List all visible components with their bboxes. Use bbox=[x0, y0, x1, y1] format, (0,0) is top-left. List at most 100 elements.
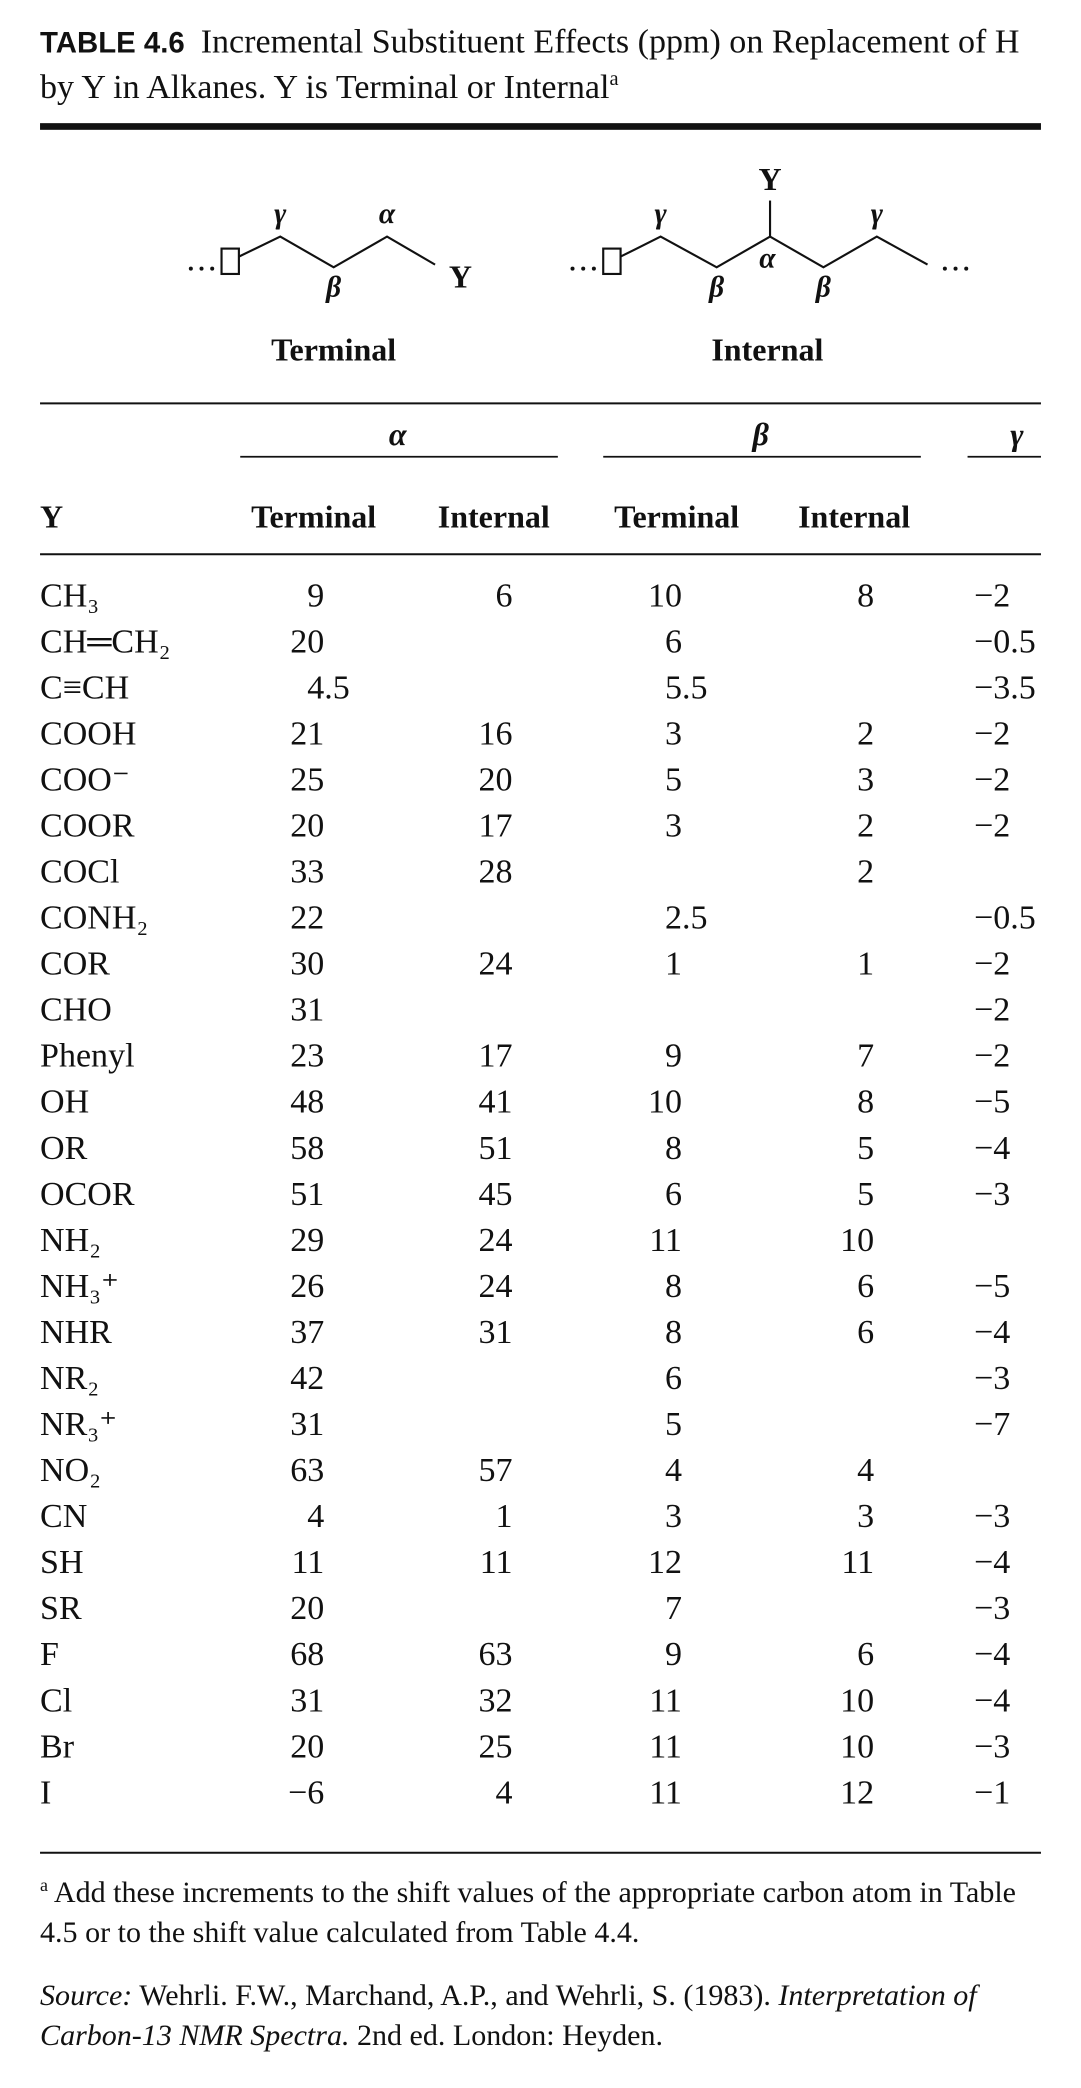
cell-value: 12 bbox=[648, 1544, 682, 1581]
cell-value: −3 bbox=[974, 1728, 1010, 1765]
diagram-label: Y bbox=[449, 258, 472, 294]
column-header: Internal bbox=[798, 499, 910, 535]
cell-value: 3 bbox=[857, 1498, 874, 1535]
diagram-label: β bbox=[815, 272, 831, 304]
footnote-mark: a bbox=[40, 1874, 49, 1895]
cell-value: 24 bbox=[478, 946, 512, 983]
group-header: α bbox=[389, 416, 408, 452]
cell-value: 11 bbox=[649, 1682, 682, 1719]
cell-value: 16 bbox=[478, 715, 512, 752]
cell-value: 8 bbox=[857, 1084, 874, 1121]
cell-value: −3 bbox=[974, 1498, 1010, 1535]
cell-value: 2 bbox=[857, 854, 874, 891]
notes-block: a Add these increments to the shift valu… bbox=[40, 1873, 1054, 2056]
cell-value: 28 bbox=[478, 854, 512, 891]
row-label: COO⁻ bbox=[40, 761, 130, 798]
column-header: Terminal bbox=[614, 499, 739, 535]
cell-value: 6 bbox=[495, 577, 512, 614]
cell-value: −4 bbox=[974, 1130, 1010, 1167]
row-label: NHR bbox=[40, 1314, 112, 1351]
row-label: CH₃ bbox=[40, 577, 99, 614]
cell-value: 8 bbox=[665, 1130, 682, 1167]
row-label: CHO bbox=[40, 992, 112, 1029]
internal-dots bbox=[570, 266, 969, 271]
cell-value: −3.5 bbox=[974, 669, 1036, 706]
cell-value: 51 bbox=[290, 1176, 324, 1213]
cell-value: −4 bbox=[974, 1636, 1010, 1673]
cell-value: 10 bbox=[648, 577, 682, 614]
cell-value: 11 bbox=[480, 1544, 513, 1581]
row-label: NH₂ bbox=[40, 1222, 101, 1259]
cell-value: 2 bbox=[857, 807, 874, 844]
row-label: CH═CH₂ bbox=[40, 623, 170, 660]
cell-value: 3 bbox=[665, 1498, 682, 1535]
cell-value: 7 bbox=[857, 1038, 874, 1075]
row-label: OCOR bbox=[40, 1176, 135, 1213]
column-header: Terminal bbox=[251, 499, 376, 535]
cell-value: 25 bbox=[290, 761, 324, 798]
cell-value: 24 bbox=[478, 1268, 512, 1305]
table-title: Incremental Substituent Effects (ppm) on… bbox=[40, 21, 1020, 106]
cell-value: 9 bbox=[307, 577, 324, 614]
footnote: a Add these increments to the shift valu… bbox=[40, 1873, 1054, 1953]
cell-value: 11 bbox=[649, 1222, 682, 1259]
cell-value: 17 bbox=[478, 807, 512, 844]
cell-value: 6 bbox=[857, 1636, 874, 1673]
cell-value: 8 bbox=[665, 1268, 682, 1305]
cell-value: 2 bbox=[857, 715, 874, 752]
cell-value: 37 bbox=[290, 1314, 324, 1351]
cell-value: 51 bbox=[478, 1130, 512, 1167]
row-label: COCl bbox=[40, 854, 119, 891]
cell-value: 5 bbox=[857, 1130, 874, 1167]
row-label: CN bbox=[40, 1498, 87, 1535]
column-header: Y bbox=[40, 499, 63, 535]
cell-value: −5 bbox=[974, 1084, 1010, 1121]
cell-value: 21 bbox=[290, 715, 324, 752]
cell-value: 10 bbox=[840, 1222, 874, 1259]
cell-value: 2.5 bbox=[665, 900, 708, 937]
cell-value: 12 bbox=[840, 1774, 874, 1811]
cell-value: −2 bbox=[974, 715, 1010, 752]
cell-value: −2 bbox=[974, 577, 1010, 614]
row-label: SR bbox=[40, 1590, 82, 1627]
top-rule bbox=[40, 123, 1041, 130]
cell-value: 8 bbox=[857, 577, 874, 614]
cell-value: 5 bbox=[857, 1176, 874, 1213]
cell-value: 33 bbox=[290, 854, 324, 891]
cell-value: 63 bbox=[478, 1636, 512, 1673]
cell-value: 1 bbox=[665, 946, 682, 983]
cell-value: 26 bbox=[290, 1268, 324, 1305]
cell-value: 9 bbox=[665, 1038, 682, 1075]
cell-value: 20 bbox=[290, 1590, 324, 1627]
cell-value: 57 bbox=[478, 1452, 512, 1489]
cell-value: −0.5 bbox=[974, 900, 1036, 937]
cell-value: 25 bbox=[478, 1728, 512, 1765]
row-label: Br bbox=[40, 1728, 75, 1765]
cell-value: 23 bbox=[290, 1038, 324, 1075]
row-label: NH₃⁺ bbox=[40, 1268, 119, 1305]
row-label: NO₂ bbox=[40, 1452, 101, 1489]
cell-value: 41 bbox=[478, 1084, 512, 1121]
cell-value: 42 bbox=[290, 1360, 324, 1397]
cell-value: −2 bbox=[974, 1038, 1010, 1075]
cell-value: −2 bbox=[974, 992, 1010, 1029]
cell-value: 31 bbox=[290, 1682, 324, 1719]
cell-value: 4 bbox=[307, 1498, 324, 1535]
cell-value: 6 bbox=[857, 1268, 874, 1305]
terminal-dots bbox=[188, 266, 215, 271]
cell-value: 1 bbox=[495, 1498, 512, 1535]
column-header: Internal bbox=[438, 499, 550, 535]
cell-value: 8 bbox=[665, 1314, 682, 1351]
cell-value: 6 bbox=[857, 1314, 874, 1351]
cell-value: 48 bbox=[290, 1084, 324, 1121]
cell-value: 30 bbox=[290, 946, 324, 983]
cell-value: 20 bbox=[478, 761, 512, 798]
cell-value: 4 bbox=[857, 1452, 874, 1489]
source: Source: Wehrli. F.W., Marchand, A.P., an… bbox=[40, 1976, 1054, 2056]
row-label: SH bbox=[40, 1544, 83, 1581]
cell-value: −3 bbox=[974, 1176, 1010, 1213]
cell-value: 10 bbox=[648, 1084, 682, 1121]
source-rest: 2nd ed. London: Heyden. bbox=[356, 2018, 664, 2052]
cell-value: −5 bbox=[974, 1268, 1010, 1305]
row-label: NR₃⁺ bbox=[40, 1406, 117, 1443]
